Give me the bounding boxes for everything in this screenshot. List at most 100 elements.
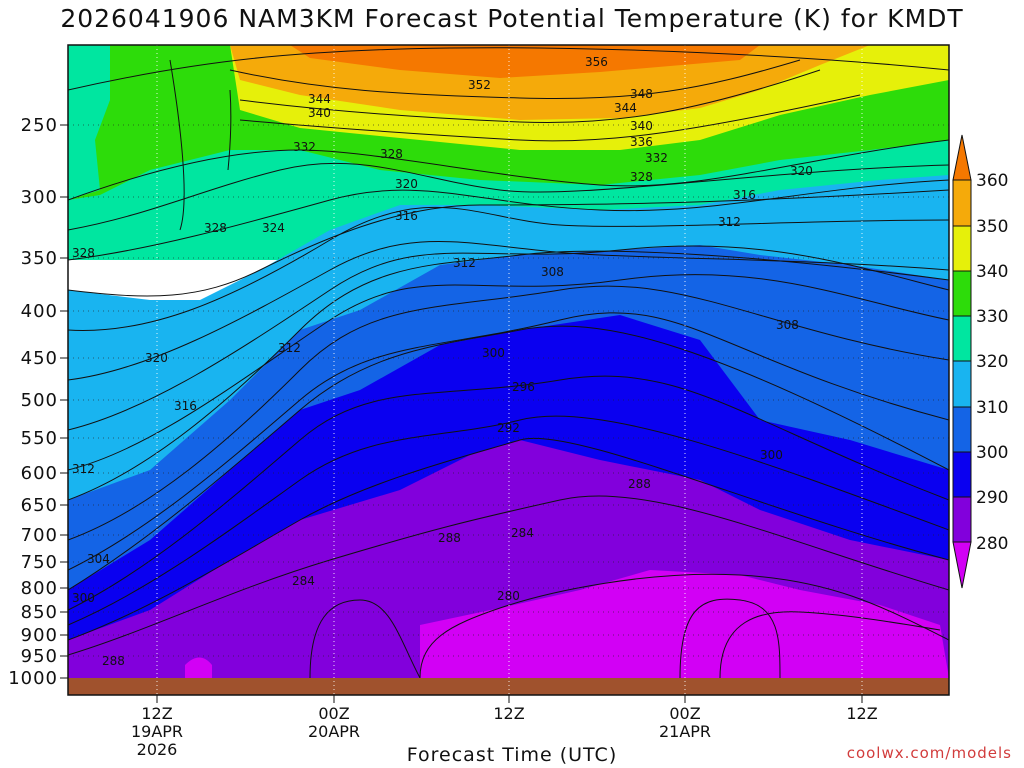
x-tick-date: 20APR bbox=[308, 722, 360, 741]
y-tick-label: 800 bbox=[21, 578, 58, 599]
contour-label: 288 bbox=[628, 477, 651, 491]
contour-label: 284 bbox=[292, 574, 315, 588]
ground-surface bbox=[68, 678, 949, 695]
contour-label: 316 bbox=[733, 188, 756, 202]
contour-label: 316 bbox=[174, 399, 197, 413]
colorbar-label: 320 bbox=[976, 352, 1008, 372]
y-tick-label: 550 bbox=[21, 428, 58, 449]
contour-label: 304 bbox=[87, 552, 110, 566]
contour-label: 296 bbox=[512, 380, 535, 394]
band-below-280 bbox=[185, 570, 949, 678]
colorbar-label: 350 bbox=[976, 217, 1008, 237]
x-tick: 12Z bbox=[846, 695, 878, 723]
credit-link[interactable]: coolwx.com/models bbox=[846, 744, 1012, 762]
contour-label: 336 bbox=[630, 135, 653, 149]
y-tick-label: 250 bbox=[21, 115, 58, 136]
colorbar-swatch bbox=[952, 496, 972, 543]
contour-label: 288 bbox=[102, 654, 125, 668]
colorbar-swatch bbox=[952, 451, 972, 498]
contour-lines bbox=[68, 47, 949, 679]
y-tick: 700 bbox=[21, 525, 68, 546]
chart-title: 2026041906 NAM3KM Forecast Potential Tem… bbox=[60, 4, 964, 33]
y-axis: 250 300 350 400 450 500 550 600 650 700 … bbox=[8, 115, 68, 689]
y-tick: 900 bbox=[21, 625, 68, 646]
x-tick-date: 19APR bbox=[131, 722, 183, 741]
y-tick: 750 bbox=[21, 552, 68, 573]
x-tick-year: 2026 bbox=[137, 740, 178, 759]
grid-lines bbox=[156, 45, 863, 695]
contour-label: 300 bbox=[72, 591, 95, 605]
x-tick-date: 21APR bbox=[659, 722, 711, 741]
colorbar-swatch bbox=[952, 179, 972, 227]
colorbar-label: 340 bbox=[976, 262, 1008, 282]
contour-label: 308 bbox=[541, 265, 564, 279]
colorbar-top-arrow bbox=[952, 134, 972, 181]
contour-label: 332 bbox=[645, 151, 668, 165]
x-tick-label: 12Z bbox=[493, 704, 524, 723]
contour-label: 312 bbox=[72, 462, 95, 476]
x-axis: 12Z 19APR 2026 00Z 20APR 12Z 00Z 21APR 1… bbox=[131, 695, 878, 759]
y-tick-label: 1000 bbox=[8, 668, 58, 689]
y-tick-label: 450 bbox=[21, 348, 58, 369]
contour-label: 312 bbox=[718, 215, 741, 229]
colorbar-swatch bbox=[952, 315, 972, 362]
colorbar-label: 310 bbox=[976, 398, 1008, 418]
contour-label: 328 bbox=[630, 170, 653, 184]
y-tick-label: 650 bbox=[21, 495, 58, 516]
colorbar-label: 290 bbox=[976, 488, 1008, 508]
colorbar-bottom-arrow bbox=[952, 541, 972, 589]
contour-label: 320 bbox=[395, 177, 418, 191]
y-tick-label: 950 bbox=[21, 646, 58, 667]
y-tick: 600 bbox=[21, 463, 68, 484]
y-tick-label: 500 bbox=[21, 390, 58, 411]
colorbar-label: 330 bbox=[976, 307, 1008, 327]
y-tick: 850 bbox=[21, 602, 68, 623]
y-tick-label: 300 bbox=[21, 187, 58, 208]
colorbar-swatch bbox=[952, 270, 972, 317]
y-tick-label: 700 bbox=[21, 525, 58, 546]
y-tick: 500 bbox=[21, 390, 68, 411]
x-tick: 00Z 21APR bbox=[659, 695, 711, 741]
contour-label: 308 bbox=[776, 318, 799, 332]
band-orange-core bbox=[290, 45, 760, 78]
y-tick-label: 350 bbox=[21, 248, 58, 269]
x-tick-label: 12Z bbox=[846, 704, 877, 723]
y-tick: 400 bbox=[21, 301, 68, 322]
x-tick-label: 12Z bbox=[141, 704, 172, 723]
y-tick: 450 bbox=[21, 348, 68, 369]
y-tick: 300 bbox=[21, 187, 68, 208]
contour-label: 328 bbox=[204, 221, 227, 235]
contour-label: 312 bbox=[278, 341, 301, 355]
y-tick: 650 bbox=[21, 495, 68, 516]
y-tick-label: 850 bbox=[21, 602, 58, 623]
x-tick: 00Z 20APR bbox=[308, 695, 360, 741]
contour-label: 340 bbox=[308, 106, 331, 120]
colorbar-swatch bbox=[952, 406, 972, 453]
colorbar-swatch bbox=[952, 225, 972, 272]
contour-label: 352 bbox=[468, 78, 491, 92]
y-tick: 350 bbox=[21, 248, 68, 269]
y-tick: 950 bbox=[21, 646, 68, 667]
colorbar-label: 280 bbox=[976, 534, 1008, 554]
contour-label: 292 bbox=[497, 421, 520, 435]
y-tick-label: 750 bbox=[21, 552, 58, 573]
colorbar-label: 300 bbox=[976, 443, 1008, 463]
contour-label: 344 bbox=[614, 101, 637, 115]
plot-area: 356 352 348 344 344 340 340 336 332 332 … bbox=[68, 45, 949, 695]
contour-label: 340 bbox=[630, 119, 653, 133]
contour-label: 320 bbox=[145, 351, 168, 365]
x-tick-label: 00Z bbox=[318, 704, 349, 723]
contour-label: 328 bbox=[72, 246, 95, 260]
y-tick-label: 600 bbox=[21, 463, 58, 484]
y-tick: 1000 bbox=[8, 668, 68, 689]
contour-label: 348 bbox=[630, 87, 653, 101]
colorbar-label: 360 bbox=[976, 171, 1008, 191]
contour-label: 328 bbox=[380, 147, 403, 161]
contour-label: 300 bbox=[482, 346, 505, 360]
y-tick: 800 bbox=[21, 578, 68, 599]
y-tick-label: 900 bbox=[21, 625, 58, 646]
contour-label: 320 bbox=[790, 164, 813, 178]
contour-label: 332 bbox=[293, 140, 316, 154]
x-tick: 12Z bbox=[493, 695, 525, 723]
grid-lines-h bbox=[68, 124, 949, 657]
